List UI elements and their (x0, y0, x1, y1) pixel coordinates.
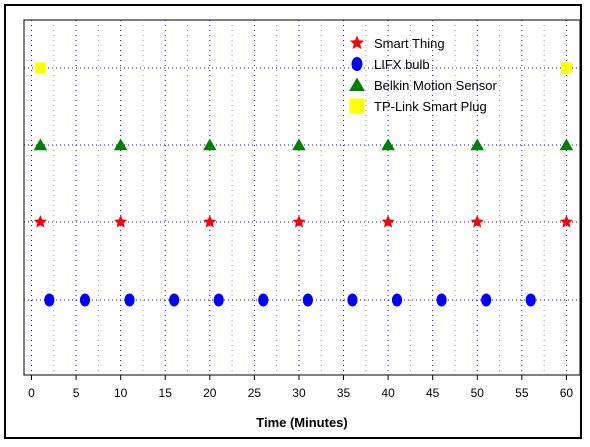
grid (31, 20, 567, 375)
triangle-data-point (559, 138, 574, 151)
x-tick-label: 5 (73, 386, 80, 400)
circle-data-point (124, 293, 135, 307)
triangle-data-point (381, 138, 395, 151)
triangle-data-point (470, 138, 485, 151)
star-data-point (33, 215, 48, 228)
triangle-data-point (113, 138, 128, 151)
circle-data-point (436, 293, 447, 307)
triangle-data-point (202, 138, 217, 151)
circle-data-point (213, 293, 224, 307)
legend-label: Belkin Motion Sensor (374, 78, 498, 93)
star-data-point (559, 215, 574, 228)
circle-data-point (258, 293, 269, 307)
legend-circle-icon (351, 57, 363, 71)
circle-data-point (481, 293, 492, 307)
x-tick-label: 40 (381, 386, 395, 400)
circle-data-point (169, 293, 180, 307)
legend-square-icon (349, 98, 365, 114)
x-tick-label: 50 (471, 386, 485, 400)
x-tick-label: 15 (159, 386, 173, 400)
star-data-point (203, 215, 217, 228)
triangle-data-point (292, 138, 306, 151)
circle-data-point (302, 293, 313, 307)
legend-label: LIFX bulb (374, 57, 430, 72)
x-tick-label: 10 (114, 386, 128, 400)
square-data-point (560, 62, 572, 74)
circle-data-point (79, 293, 91, 307)
x-axis-title: Time (Minutes) (256, 415, 348, 430)
legend-star-icon (349, 35, 365, 50)
x-axis-ticks: 0 5 10 15 20 25 30 35 40 45 50 55 60 (28, 375, 573, 400)
legend-label: Smart Thing (374, 36, 445, 51)
plot-area (23, 19, 581, 376)
x-tick-label: 55 (515, 386, 529, 400)
star-data-point (292, 215, 306, 228)
x-tick-label: 60 (560, 386, 574, 400)
x-tick-label: 0 (28, 386, 35, 400)
legend: Smart Thing LIFX bulb Belkin Motion Sensor… (349, 35, 498, 114)
circle-data-point (347, 293, 358, 307)
circle-data-point (44, 293, 55, 307)
x-tick-label: 35 (337, 386, 351, 400)
x-tick-label: 20 (203, 386, 217, 400)
data-points (33, 62, 574, 307)
row-lines (24, 67, 580, 301)
legend-triangle-icon (349, 77, 365, 91)
legend-label: TP-Link Smart Plug (374, 99, 487, 114)
x-tick-label: 45 (426, 386, 440, 400)
star-data-point (381, 215, 395, 228)
square-data-point (34, 62, 46, 74)
x-tick-label: 25 (248, 386, 262, 400)
circle-data-point (391, 293, 403, 307)
star-data-point (113, 215, 128, 228)
star-data-point (470, 215, 484, 228)
circle-data-point (525, 293, 536, 307)
triangle-data-point (33, 138, 48, 151)
x-tick-label: 30 (292, 386, 306, 400)
